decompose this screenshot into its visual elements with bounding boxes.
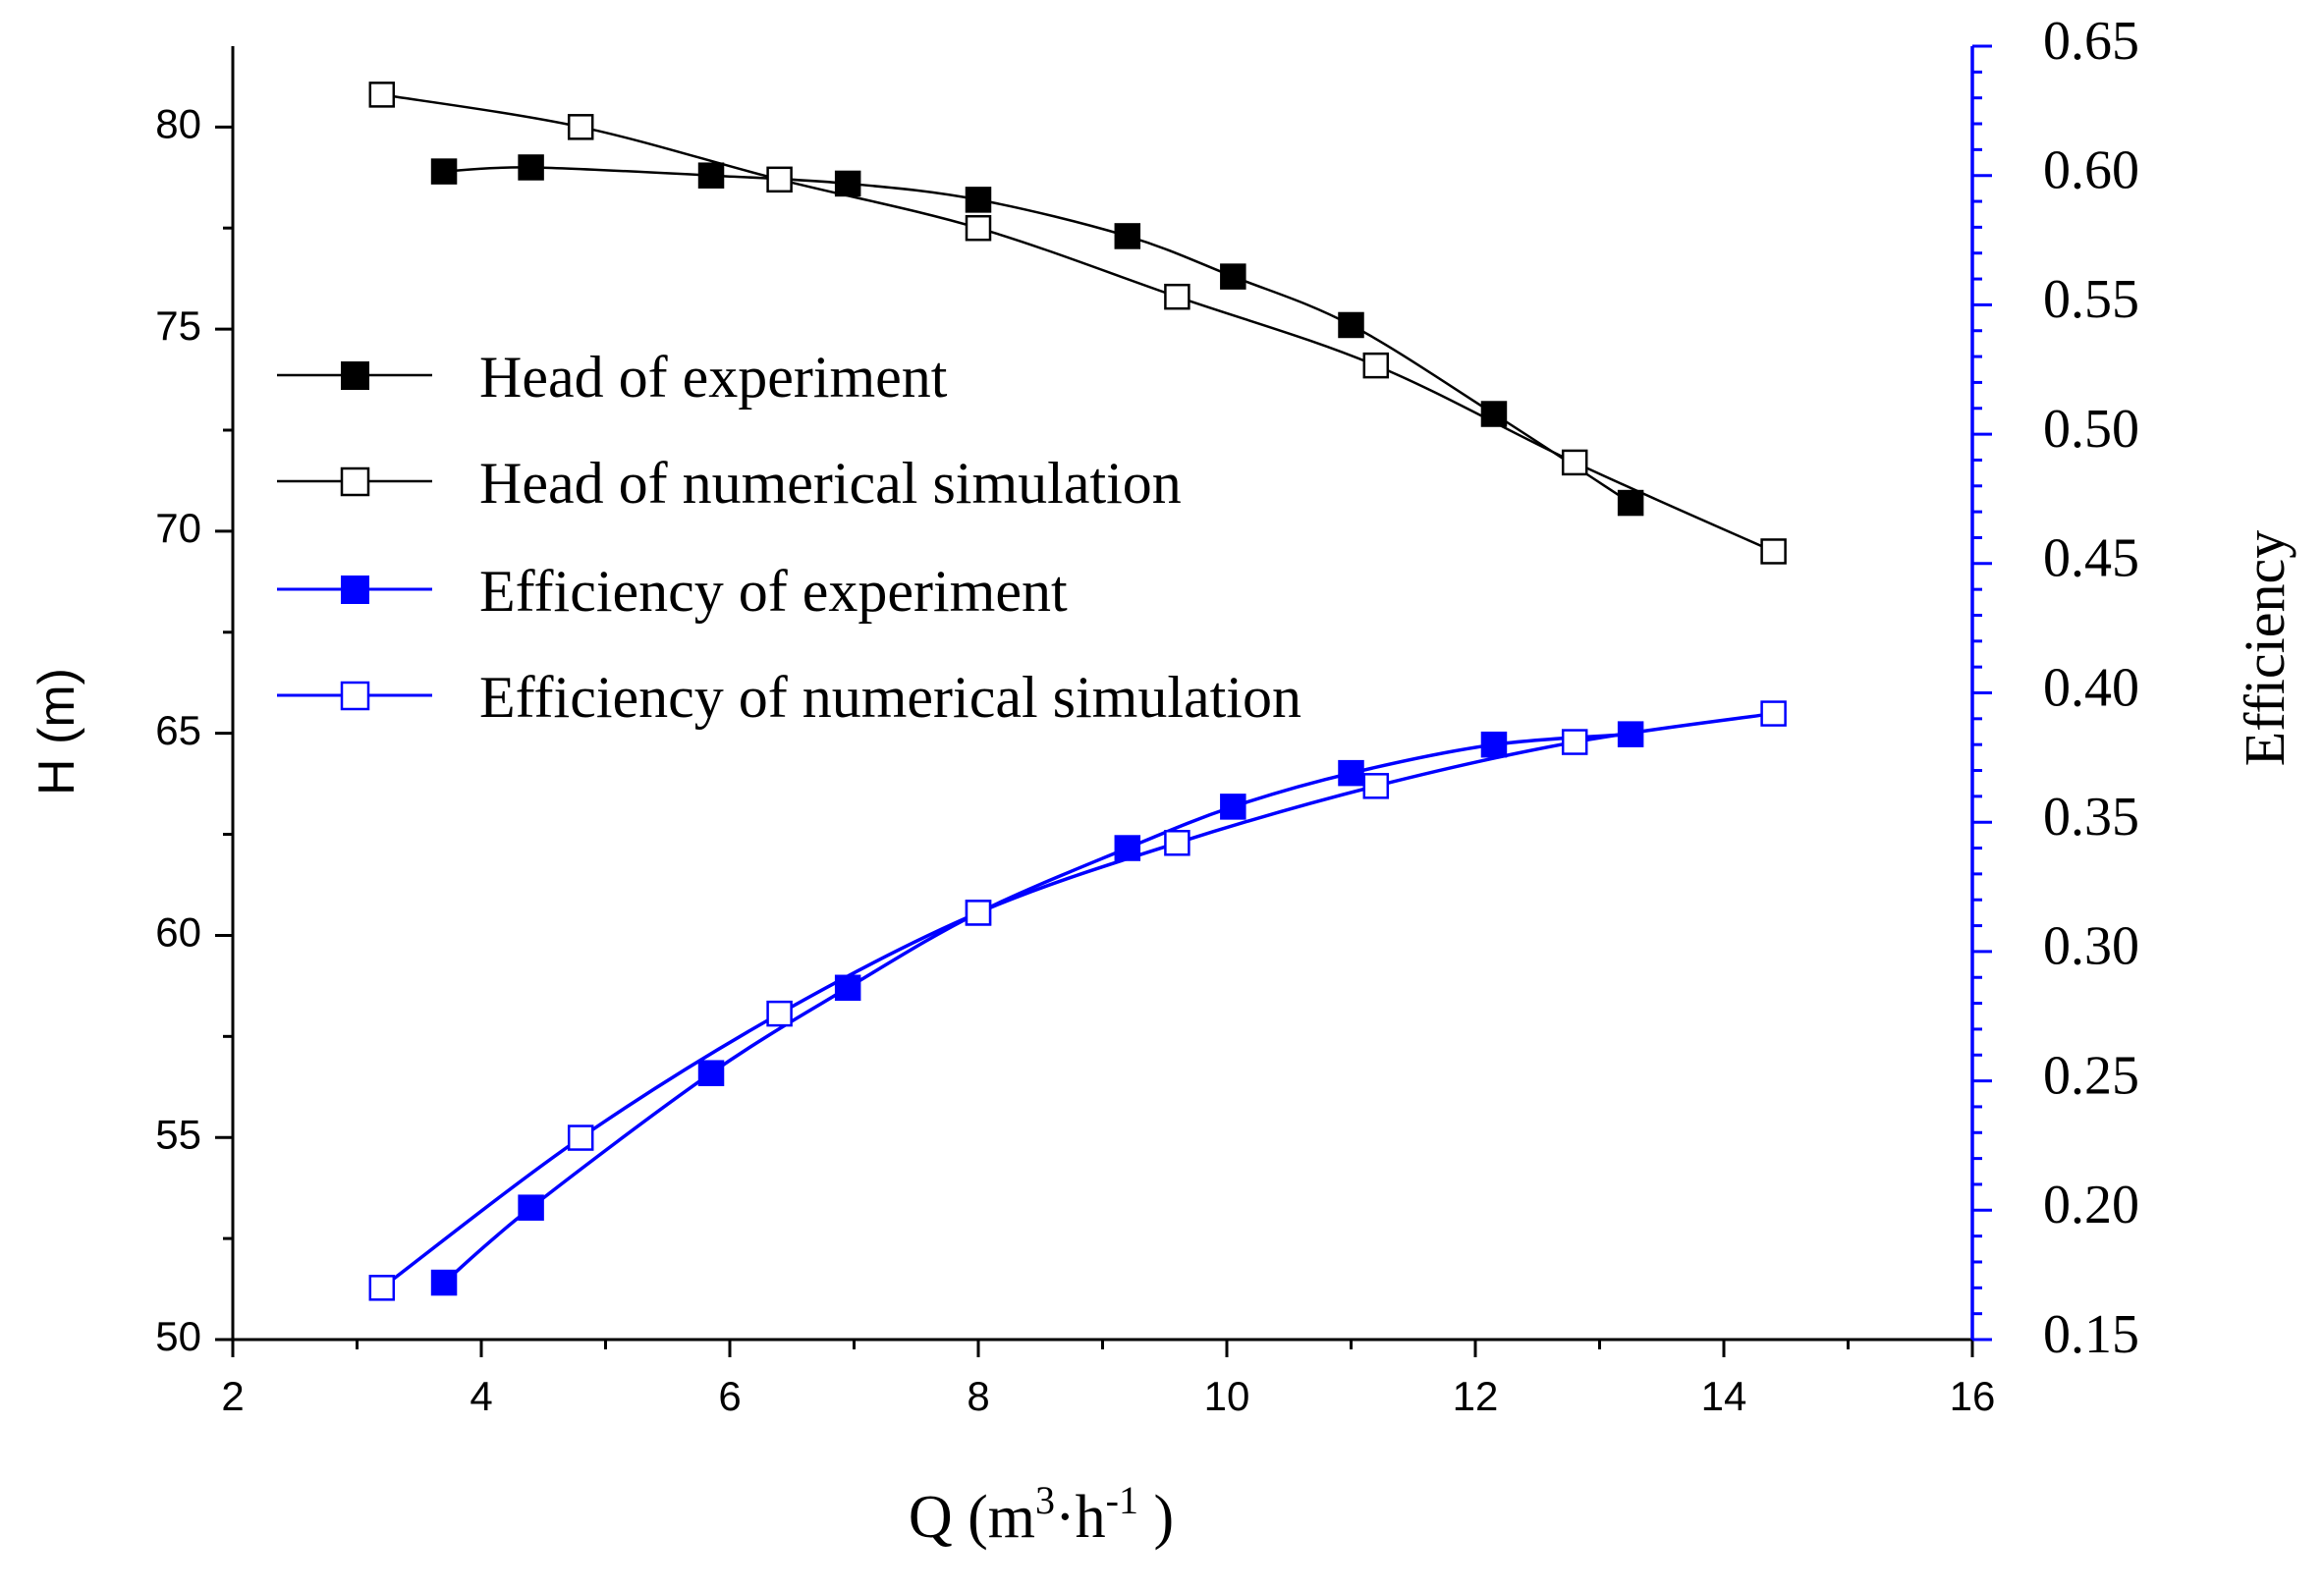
data-point (1364, 354, 1388, 377)
x-tick-label: 2 (221, 1373, 244, 1419)
data-point (699, 1062, 723, 1085)
y-tick-label: 55 (155, 1111, 201, 1157)
y2-tick-label: 0.65 (2043, 11, 2139, 72)
x-tick-label: 12 (1453, 1373, 1499, 1419)
y-tick-label: 80 (155, 100, 201, 146)
data-point (432, 160, 456, 184)
data-point (967, 901, 990, 924)
data-point (1563, 451, 1586, 474)
chart: 2 4 6 8 10 12 14 16 50 55 60 65 70 75 80 0.15 0.20 0.25 0.… (0, 0, 2324, 1590)
data-point (768, 168, 792, 192)
legend-label-eff-experiment: Efficiency of experiment (479, 559, 1068, 624)
y2-tick-label: 0.20 (2043, 1175, 2139, 1235)
x-axis-title-sup2: -1 (1106, 1478, 1138, 1522)
data-point (432, 1271, 456, 1294)
x-tick-label: 8 (967, 1373, 989, 1419)
data-point (1165, 285, 1189, 308)
data-point (1563, 731, 1586, 754)
data-point (1340, 313, 1363, 337)
y2-tick-label: 0.60 (2043, 140, 2139, 201)
legend-marker-head-experiment (342, 362, 368, 389)
y-tick-label: 50 (155, 1313, 201, 1359)
legend-entry-head-simulation: Head of numerical simulation (277, 451, 1182, 516)
data-point (520, 155, 543, 179)
y2-tick-label: 0.25 (2043, 1045, 2139, 1106)
series-line (382, 714, 1774, 1288)
data-point (569, 115, 592, 138)
data-point (1340, 761, 1363, 785)
data-point (1482, 733, 1506, 756)
data-point (768, 1002, 792, 1025)
series-3 (370, 702, 1786, 1300)
legend: Head of experiment Head of numerical sim… (277, 345, 1301, 730)
legend-label-head-experiment: Head of experiment (479, 345, 948, 410)
y2-tick-label: 0.40 (2043, 657, 2139, 718)
data-point (1619, 491, 1642, 515)
x-tick-label: 10 (1204, 1373, 1250, 1419)
x-tick-label: 6 (718, 1373, 741, 1419)
y2-axis-title: Efficiency (2233, 530, 2296, 766)
y2-tick-label: 0.15 (2043, 1304, 2139, 1365)
data-point (967, 188, 990, 211)
legend-label-eff-simulation: Efficiency of numerical simulation (479, 665, 1301, 730)
data-point (370, 1276, 394, 1299)
legend-marker-head-simulation (342, 468, 368, 495)
y-axis-title: H (m) (28, 668, 85, 795)
legend-entry-eff-experiment: Efficiency of experiment (277, 559, 1068, 624)
x-axis-title-mid: ·h (1055, 1484, 1106, 1551)
data-point (1762, 702, 1786, 726)
data-point (1221, 265, 1245, 289)
y2-tick-label: 0.30 (2043, 916, 2139, 977)
y-tick-label: 75 (155, 302, 201, 349)
data-point (520, 1196, 543, 1220)
x-axis-title-sup1: 3 (1035, 1478, 1055, 1522)
y-tick-label: 70 (155, 505, 201, 551)
y-tick-label: 65 (155, 707, 201, 753)
data-point (699, 164, 723, 188)
x-axis-title: Q (m3·h-1 ) (909, 1478, 1174, 1551)
legend-entry-head-experiment: Head of experiment (277, 345, 948, 410)
legend-marker-eff-simulation (342, 683, 368, 709)
x-tick-label: 16 (1950, 1373, 1996, 1419)
legend-entry-eff-simulation: Efficiency of numerical simulation (277, 665, 1301, 730)
data-point (1762, 539, 1786, 563)
data-point (370, 82, 394, 106)
series-2 (432, 723, 1642, 1294)
y-tick-label: 60 (155, 909, 201, 956)
series-line (444, 735, 1631, 1283)
data-point (967, 216, 990, 240)
data-point (1221, 795, 1245, 818)
x-tick-label: 4 (470, 1373, 492, 1419)
data-point (1364, 774, 1388, 797)
y2-tick-label: 0.35 (2043, 787, 2139, 848)
data-point (1165, 831, 1189, 854)
legend-marker-eff-experiment (342, 576, 368, 603)
legend-label-head-simulation: Head of numerical simulation (479, 451, 1182, 516)
x-tick-label: 14 (1701, 1373, 1747, 1419)
data-point (836, 172, 859, 195)
data-point (1116, 224, 1139, 247)
y2-tick-label: 0.45 (2043, 528, 2139, 589)
x-axis-title-base: Q (m (909, 1484, 1035, 1551)
data-point (569, 1126, 592, 1150)
y2-tick-label: 0.55 (2043, 269, 2139, 330)
x-axis-title-end: ) (1138, 1484, 1174, 1551)
y2-tick-label: 0.50 (2043, 399, 2139, 460)
